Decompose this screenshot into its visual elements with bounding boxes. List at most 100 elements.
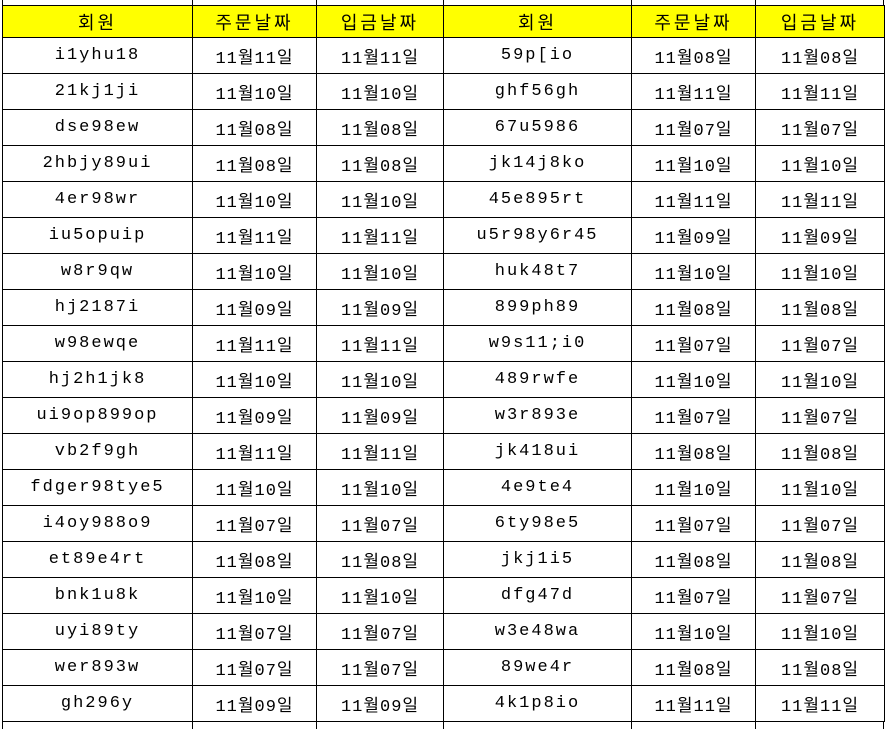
order-date-cell[interactable]: 11월08일 [192,109,317,146]
deposit-date-cell[interactable]: 11월11일 [316,325,444,362]
deposit-date-cell[interactable]: 11월11일 [755,685,885,722]
deposit-date-cell[interactable]: 11월08일 [755,541,885,578]
deposit-date-cell[interactable]: 11월07일 [755,325,885,362]
member-cell[interactable]: 2hbjy89ui [2,145,193,182]
order-date-cell[interactable]: 11월07일 [631,109,756,146]
deposit-date-cell[interactable]: 11월10일 [316,577,444,614]
member-cell[interactable]: 4er98wr [2,181,193,218]
order-date-cell[interactable]: 11월07일 [192,613,317,650]
deposit-date-cell[interactable]: 11월11일 [755,181,885,218]
deposit-date-cell[interactable]: 11월10일 [316,253,444,290]
header-order-date-right[interactable]: 주문날짜 [631,5,756,38]
member-cell[interactable]: 59p[io [443,37,632,74]
deposit-date-cell[interactable]: 11월09일 [316,397,444,434]
member-cell[interactable]: hj2h1jk8 [2,361,193,398]
header-order-date-left[interactable]: 주문날짜 [192,5,317,38]
order-date-cell[interactable]: 11월10일 [192,469,317,506]
order-date-cell[interactable]: 11월11일 [192,433,317,470]
member-cell[interactable]: w98ewqe [2,325,193,362]
member-cell[interactable]: i1yhu18 [2,37,193,74]
order-date-cell[interactable]: 11월07일 [192,649,317,686]
order-date-cell[interactable]: 11월10일 [631,145,756,182]
order-date-cell[interactable]: 11월07일 [631,505,756,542]
order-date-cell[interactable]: 11월08일 [631,433,756,470]
header-deposit-date-right[interactable]: 입금날짜 [755,5,885,38]
deposit-date-cell[interactable]: 11월08일 [755,433,885,470]
deposit-date-cell[interactable]: 11월08일 [316,541,444,578]
member-cell[interactable]: fdger98tye5 [2,469,193,506]
member-cell[interactable]: 899ph89 [443,289,632,326]
deposit-date-cell[interactable]: 11월07일 [755,577,885,614]
order-date-cell[interactable]: 11월10일 [192,181,317,218]
deposit-date-cell[interactable]: 11월09일 [316,685,444,722]
member-cell[interactable]: i4oy988o9 [2,505,193,542]
member-cell[interactable]: huk48t7 [443,253,632,290]
deposit-date-cell[interactable]: 11월11일 [316,37,444,74]
deposit-date-cell[interactable]: 11월07일 [316,649,444,686]
order-date-cell[interactable]: 11월07일 [631,397,756,434]
deposit-date-cell[interactable]: 11월11일 [316,433,444,470]
header-member-right[interactable]: 회원 [443,5,632,38]
deposit-date-cell[interactable]: 11월07일 [316,613,444,650]
member-cell[interactable]: ui9op899op [2,397,193,434]
member-cell[interactable]: ghf56gh [443,73,632,110]
deposit-date-cell[interactable]: 11월08일 [316,109,444,146]
member-cell[interactable]: bnk1u8k [2,577,193,614]
member-cell[interactable]: w8r9qw [2,253,193,290]
deposit-date-cell[interactable]: 11월10일 [316,181,444,218]
order-date-cell[interactable]: 11월11일 [631,181,756,218]
deposit-date-cell[interactable]: 11월10일 [316,73,444,110]
order-date-cell[interactable]: 11월09일 [192,289,317,326]
order-date-cell[interactable]: 11월10일 [192,73,317,110]
deposit-date-cell[interactable]: 11월11일 [755,73,885,110]
order-date-cell[interactable]: 11월07일 [631,577,756,614]
member-cell[interactable]: 21kj1ji [2,73,193,110]
order-date-cell[interactable]: 11월10일 [192,577,317,614]
member-cell[interactable]: w3r893e [443,397,632,434]
order-date-cell[interactable]: 11월10일 [631,361,756,398]
deposit-date-cell[interactable]: 11월07일 [755,397,885,434]
deposit-date-cell[interactable]: 11월09일 [316,289,444,326]
order-date-cell[interactable]: 11월07일 [631,325,756,362]
member-cell[interactable]: uyi89ty [2,613,193,650]
deposit-date-cell[interactable]: 11월07일 [316,505,444,542]
member-cell[interactable]: w3e48wa [443,613,632,650]
member-cell[interactable]: 67u5986 [443,109,632,146]
deposit-date-cell[interactable]: 11월08일 [755,289,885,326]
deposit-date-cell[interactable]: 11월08일 [316,145,444,182]
deposit-date-cell[interactable]: 11월07일 [755,505,885,542]
member-cell[interactable]: jk14j8ko [443,145,632,182]
member-cell[interactable]: et89e4rt [2,541,193,578]
member-cell[interactable]: 4k1p8io [443,685,632,722]
member-cell[interactable]: 6ty98e5 [443,505,632,542]
deposit-date-cell[interactable]: 11월10일 [755,469,885,506]
order-date-cell[interactable]: 11월09일 [192,397,317,434]
order-date-cell[interactable]: 11월10일 [631,613,756,650]
deposit-date-cell[interactable]: 11월10일 [755,145,885,182]
member-cell[interactable]: iu5opuip [2,217,193,254]
order-date-cell[interactable]: 11월09일 [192,685,317,722]
order-date-cell[interactable]: 11월11일 [192,217,317,254]
deposit-date-cell[interactable]: 11월11일 [316,217,444,254]
order-date-cell[interactable]: 11월11일 [631,685,756,722]
member-cell[interactable]: gh296y [2,685,193,722]
member-cell[interactable]: dfg47d [443,577,632,614]
order-date-cell[interactable]: 11월08일 [631,649,756,686]
order-date-cell[interactable]: 11월08일 [631,289,756,326]
member-cell[interactable]: vb2f9gh [2,433,193,470]
deposit-date-cell[interactable]: 11월10일 [755,361,885,398]
deposit-date-cell[interactable]: 11월10일 [316,469,444,506]
member-cell[interactable]: jk418ui [443,433,632,470]
deposit-date-cell[interactable]: 11월10일 [316,361,444,398]
member-cell[interactable]: w9s11;i0 [443,325,632,362]
deposit-date-cell[interactable]: 11월10일 [755,253,885,290]
order-date-cell[interactable]: 11월11일 [192,37,317,74]
order-date-cell[interactable]: 11월10일 [631,253,756,290]
member-cell[interactable]: 89we4r [443,649,632,686]
order-date-cell[interactable]: 11월11일 [631,73,756,110]
header-member-left[interactable]: 회원 [2,5,193,38]
deposit-date-cell[interactable]: 11월10일 [755,613,885,650]
order-date-cell[interactable]: 11월10일 [192,361,317,398]
order-date-cell[interactable]: 11월11일 [192,325,317,362]
member-cell[interactable]: u5r98y6r45 [443,217,632,254]
